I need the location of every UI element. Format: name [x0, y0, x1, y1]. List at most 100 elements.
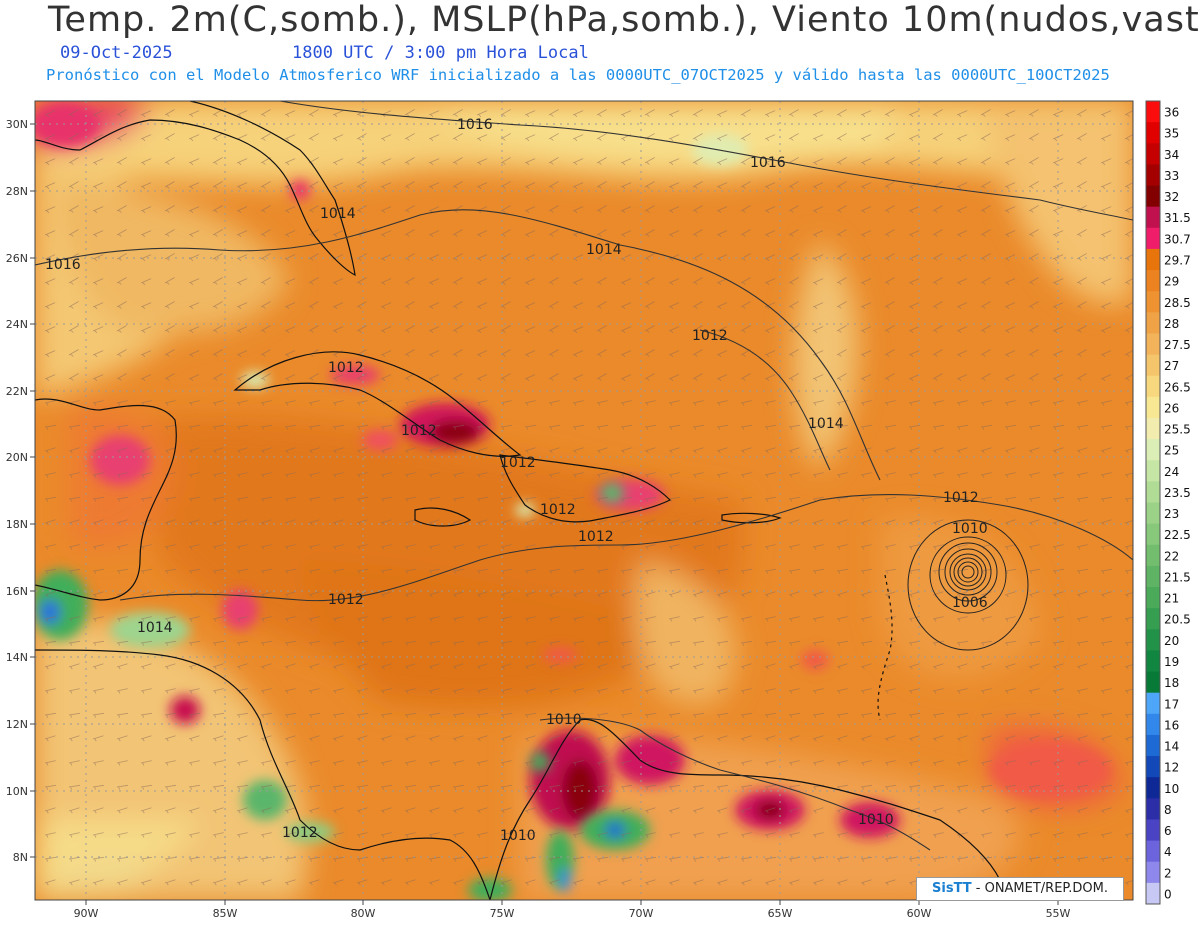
lon-label: 55W	[1046, 907, 1071, 920]
lon-label: 65W	[768, 907, 793, 920]
colorbar-label: 26	[1164, 401, 1179, 415]
colorbar-swatch	[1146, 734, 1160, 757]
lat-label: 30N	[6, 118, 28, 131]
lat-label: 18N	[6, 518, 28, 531]
isobar-label: 1012	[578, 529, 614, 545]
lat-label: 28N	[6, 185, 28, 198]
lat-label: 12N	[6, 718, 28, 731]
colorbar-swatch	[1146, 629, 1160, 651]
lon-label: 75W	[490, 907, 515, 920]
map-frame	[34, 100, 1134, 901]
colorbar-label: 25	[1164, 444, 1179, 458]
colorbar-label: 8	[1164, 803, 1172, 817]
storm-isobars	[907, 519, 1029, 651]
colorbar-label: 34	[1164, 148, 1179, 162]
colorbar-label: 19	[1164, 655, 1179, 669]
isobar-labels: 1016 1016 1016 1014 1014 1014 1014 1012 …	[45, 117, 988, 844]
lon-label: 85W	[213, 907, 238, 920]
colorbar-label: 32	[1164, 190, 1179, 204]
isobar-label: 1010	[500, 828, 536, 844]
lon-label: 80W	[351, 907, 376, 920]
colorbar-swatch	[1146, 396, 1160, 419]
colorbar-label: 26.5	[1164, 380, 1191, 394]
colorbar-label: 22	[1164, 549, 1179, 563]
colorbar-swatch	[1146, 692, 1160, 715]
colorbar-label: 28.5	[1164, 296, 1191, 310]
us-gulf-coast	[35, 101, 356, 277]
colorbar-label: 4	[1164, 845, 1172, 859]
wind-barbs	[44, 109, 1133, 886]
colorbar-label: 24	[1164, 465, 1179, 479]
coastlines	[35, 101, 1011, 900]
lon-label: 70W	[629, 907, 654, 920]
colorbar-label: 35	[1164, 127, 1179, 141]
colorbar-label: 17	[1164, 697, 1179, 711]
colorbar-label: 21.5	[1164, 570, 1191, 584]
colorbar-swatch	[1146, 248, 1160, 271]
forecast-subtitle: Pronóstico con el Modelo Atmosferico WRF…	[46, 66, 1110, 84]
colorbar-swatch	[1146, 608, 1160, 630]
colorbar-swatch	[1146, 756, 1160, 778]
colorbar-swatch	[1146, 502, 1160, 525]
temperature-colorbar: 363534333231.530.729.72928.52827.52726.5…	[1145, 100, 1191, 905]
colorbar-label: 28	[1164, 317, 1179, 331]
credit-badge: SisTT - ONAMET/REP.DOM.	[916, 877, 1124, 901]
colorbar-swatch	[1146, 840, 1160, 863]
isobar-label: 1010	[952, 521, 988, 537]
colorbar-swatch	[1146, 650, 1160, 673]
isobar-label: 1012	[943, 490, 979, 506]
isobar-label: 1012	[540, 502, 576, 518]
colorbar-label: 2	[1164, 866, 1172, 880]
longitude-axis: 90W 85W 80W 75W 70W 65W 60W 55W	[74, 907, 1071, 920]
lesser-antilles	[877, 574, 893, 721]
isobar-label: 1012	[692, 328, 728, 344]
colorbar-label: 31.5	[1164, 211, 1191, 225]
colorbar-swatch	[1146, 819, 1160, 842]
colorbar-swatch	[1146, 291, 1160, 313]
isobar-label: 1012	[328, 592, 364, 608]
colorbar-swatch	[1146, 713, 1160, 736]
lat-label: 8N	[13, 851, 28, 864]
colorbar-label: 27.5	[1164, 338, 1191, 352]
map-field: 1016 1016 1016 1014 1014 1014 1014 1012 …	[35, 101, 1133, 900]
colorbar-swatch	[1146, 185, 1160, 208]
colorbar-swatch	[1146, 460, 1160, 482]
isobar-label: 1016	[457, 117, 493, 133]
credit-text: - ONAMET/REP.DOM.	[971, 881, 1108, 896]
forecast-time: 1800 UTC / 3:00 pm Hora Local	[292, 43, 589, 63]
isobar-label: 1012	[401, 423, 437, 439]
colorbar-swatch	[1146, 565, 1160, 588]
colorbar-label: 10	[1164, 782, 1179, 796]
isobar-label: 1014	[320, 206, 356, 222]
temperature-shading	[35, 101, 1133, 900]
latitude-axis: 30N 28N 26N 24N 22N 20N 18N 16N 14N 12N …	[6, 118, 28, 864]
colorbar-swatch	[1146, 671, 1160, 694]
isobar-label: 1014	[586, 242, 622, 258]
puerto-rico-coast	[721, 512, 782, 524]
colorbar-swatch	[1146, 164, 1160, 187]
isobar-label: 1012	[282, 825, 318, 841]
colorbar-label: 6	[1164, 824, 1172, 838]
colorbar-swatch	[1146, 417, 1160, 440]
lat-label: 20N	[6, 451, 28, 464]
colorbar-label: 18	[1164, 676, 1179, 690]
yucatan-coast	[35, 398, 177, 601]
colorbar-swatch	[1146, 798, 1160, 820]
lon-label: 90W	[74, 907, 99, 920]
colorbar-label: 36	[1164, 106, 1179, 120]
forecast-date: 09-Oct-2025	[60, 43, 173, 63]
colorbar-label: 29	[1164, 275, 1179, 289]
isobar-label: 1010	[858, 812, 894, 828]
colorbar-swatch	[1146, 101, 1160, 123]
colorbar-label: 14	[1164, 740, 1179, 754]
colorbar-label: 0	[1164, 887, 1172, 901]
colorbar-label: 16	[1164, 718, 1179, 732]
colorbar-swatch	[1146, 439, 1160, 461]
lat-label: 22N	[6, 385, 28, 398]
isobar-label: 1010	[546, 712, 582, 728]
colorbar-swatch	[1146, 587, 1160, 609]
colorbar-swatch	[1146, 523, 1160, 546]
colorbar-swatch	[1146, 375, 1160, 398]
map-title: Temp. 2m(C,somb.), MSLP(hPa,somb.), Vien…	[48, 0, 1200, 40]
